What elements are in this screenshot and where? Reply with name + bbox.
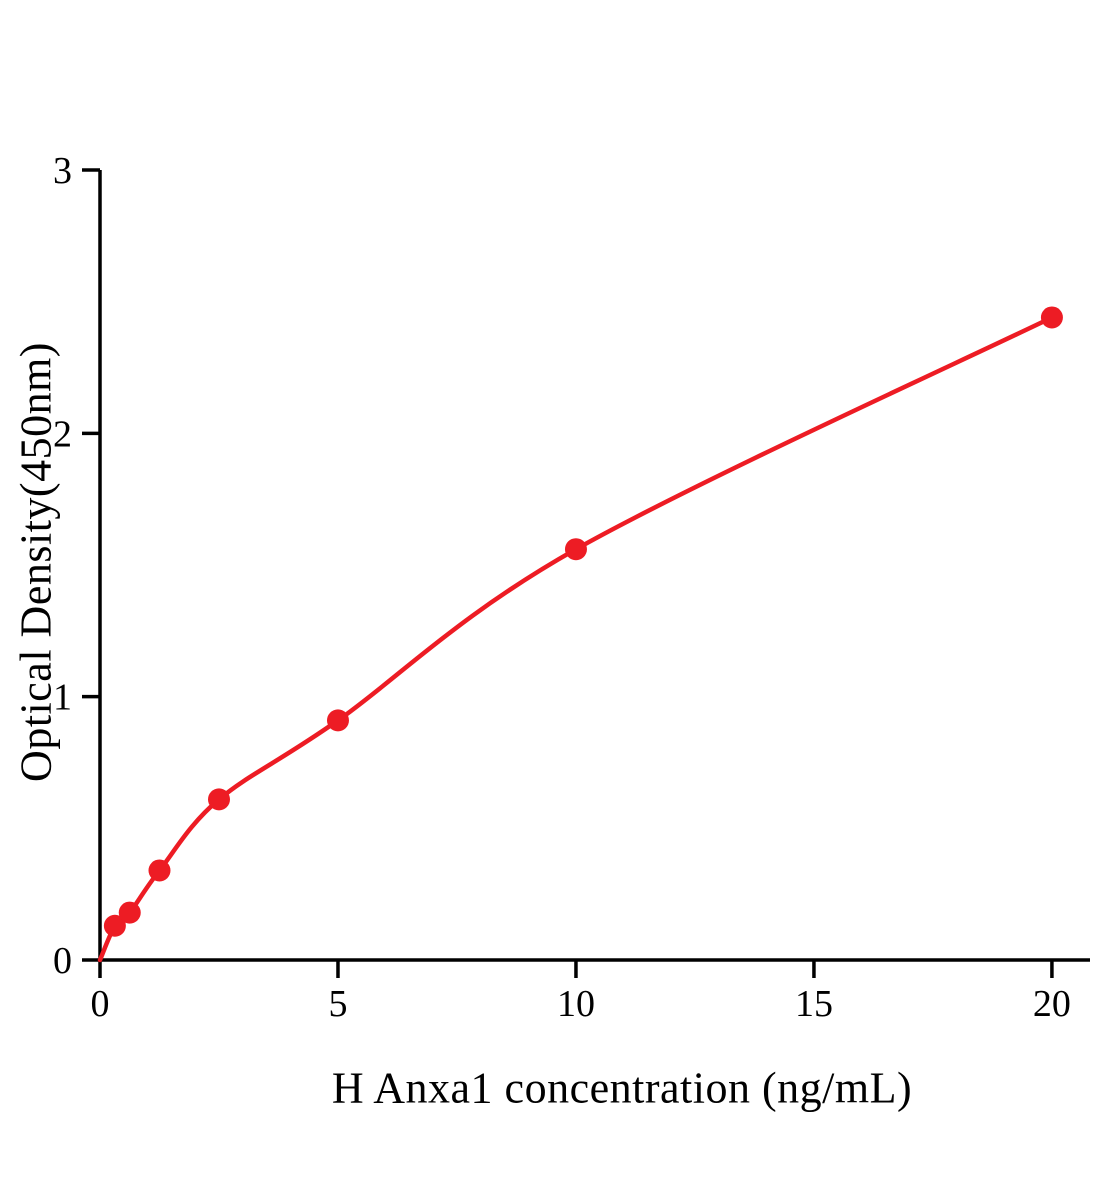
data-point — [564, 538, 587, 561]
standard-curve-line — [97, 315, 1055, 963]
x-tick-label: 5 — [328, 983, 347, 1025]
data-point — [207, 788, 230, 811]
y-tick-label: 1 — [53, 677, 72, 719]
y-tick-label: 3 — [53, 150, 72, 192]
data-point — [1040, 306, 1063, 329]
x-tick-label: 20 — [1033, 983, 1071, 1025]
y-axis-label: Optical Density(450nm) — [11, 342, 61, 782]
y-tick-label: 2 — [53, 413, 72, 455]
x-tick-label: 0 — [91, 983, 110, 1025]
data-point — [148, 859, 171, 882]
data-point — [118, 901, 141, 924]
x-tick-label: 10 — [557, 983, 595, 1025]
data-point — [326, 709, 349, 732]
data-point — [103, 914, 126, 937]
x-axis-label: H Anxa1 concentration (ng/mL) — [331, 1063, 913, 1113]
x-tick-label: 15 — [795, 983, 833, 1025]
y-tick-label: 0 — [53, 940, 72, 982]
